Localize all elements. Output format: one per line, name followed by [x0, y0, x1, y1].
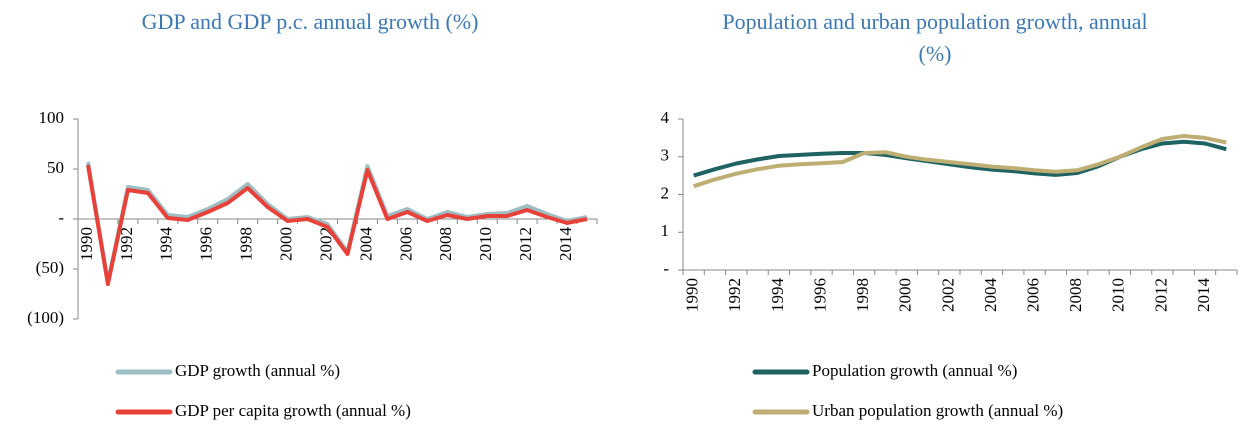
x-tick-label: 2014: [556, 227, 575, 262]
x-tick-label: 1994: [768, 278, 787, 313]
x-tick-label: 1998: [853, 278, 872, 312]
y-tick-label: 3: [661, 146, 670, 165]
x-tick-label: 2002: [938, 278, 957, 312]
x-tick-label: 1994: [157, 227, 176, 262]
x-tick-label: 1990: [683, 278, 702, 312]
x-tick-label: 2008: [1066, 278, 1085, 312]
series-line: [693, 134, 1227, 189]
legend-label: Urban population growth (annual %): [812, 401, 1063, 420]
x-tick-label: 2000: [896, 278, 915, 312]
chart: GDP and GDP p.c. annual growth (%) (100) (…: [27, 9, 598, 420]
series-line: [86, 164, 588, 286]
y-tick-label: 4: [661, 108, 670, 127]
x-tick-label: 1992: [725, 278, 744, 312]
x-tick-label: 2002: [316, 227, 335, 261]
x-tick-label: 2006: [1023, 278, 1042, 312]
x-tick-label: 2010: [1109, 278, 1128, 312]
y-tick-label: (100): [27, 308, 64, 327]
y-tick-label: 50: [47, 158, 64, 177]
y-tick-label: -: [58, 208, 64, 227]
legend-label: GDP growth (annual %): [175, 361, 340, 380]
x-tick-label: 2006: [396, 227, 415, 261]
x-tick-label: 2004: [981, 278, 1000, 313]
x-tick-label: 1998: [237, 227, 256, 261]
x-tick-label: 2012: [1151, 278, 1170, 312]
y-tick-label: (50): [36, 258, 64, 277]
y-tick-label: 1: [661, 221, 670, 240]
y-tick-label: 2: [661, 183, 670, 202]
x-tick-label: 2012: [516, 227, 535, 261]
x-tick-label: 1990: [77, 227, 96, 261]
chart-title: Population and urban population growth, …: [722, 9, 1147, 66]
x-tick-label: 1996: [810, 278, 829, 312]
x-tick-label: 2004: [356, 227, 375, 262]
x-tick-label: 1996: [197, 227, 216, 261]
y-tick-label: -: [663, 259, 669, 278]
chart: Population and urban population growth, …: [661, 9, 1238, 420]
x-tick-label: 2010: [476, 227, 495, 261]
legend-label: GDP per capita growth (annual %): [175, 401, 411, 420]
x-tick-label: 2014: [1194, 278, 1213, 313]
x-tick-label: 2008: [436, 227, 455, 261]
x-tick-label: 2000: [277, 227, 296, 261]
x-tick-label: 1992: [117, 227, 136, 261]
legend-label: Population growth (annual %): [812, 361, 1017, 380]
y-tick-label: 100: [39, 108, 65, 127]
chart-title: GDP and GDP p.c. annual growth (%): [142, 9, 479, 34]
